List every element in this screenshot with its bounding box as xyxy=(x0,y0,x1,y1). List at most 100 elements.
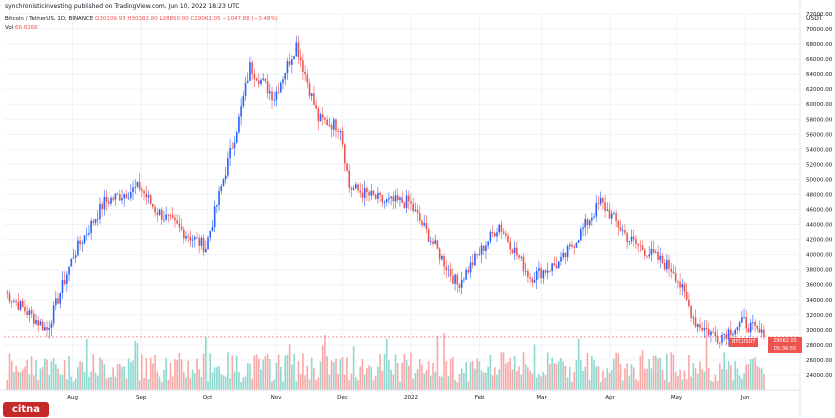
volume-bar xyxy=(502,352,505,390)
candle-body xyxy=(112,197,114,200)
volume-bar xyxy=(302,353,304,390)
candle-body xyxy=(379,192,381,195)
volume-bar xyxy=(61,374,64,390)
volume-bar xyxy=(756,365,759,390)
volume-bar xyxy=(710,380,712,390)
candle-body xyxy=(641,245,644,251)
volume-bar xyxy=(28,374,31,390)
candle-body xyxy=(756,325,759,329)
candle-body xyxy=(182,229,185,239)
price-tick-label: 42000.00 xyxy=(806,238,833,244)
volume-value: 66.826K xyxy=(14,25,38,31)
volume-bar xyxy=(732,380,734,390)
time-axis[interactable]: Aug Sep Oct Nov Dec 2022 Feb Mar Apr May Jun xyxy=(0,389,800,401)
candle-body xyxy=(107,201,110,204)
candle-body xyxy=(85,234,88,236)
volume-bar xyxy=(577,338,580,390)
volume-bar xyxy=(637,381,639,390)
candle-body xyxy=(701,327,703,331)
candle-body xyxy=(685,291,688,300)
volume-bar xyxy=(35,360,37,390)
volume-bar xyxy=(32,375,35,390)
volume-bar xyxy=(57,368,59,390)
candle-body xyxy=(163,219,165,221)
volume-bar xyxy=(41,367,44,390)
volume-bar xyxy=(205,337,207,390)
volume-bar xyxy=(630,364,633,390)
candle-body xyxy=(394,195,397,202)
volume-bar xyxy=(202,353,205,390)
candle-body xyxy=(355,184,357,189)
volume-bar xyxy=(511,369,514,390)
volume-bar xyxy=(359,366,362,390)
candle-body xyxy=(374,194,377,199)
candle-body xyxy=(127,197,130,199)
volume-bar xyxy=(231,355,234,390)
volume-bar xyxy=(414,372,417,390)
candle-body xyxy=(138,181,141,190)
candle-body xyxy=(59,292,62,304)
candle-body xyxy=(549,270,551,272)
candle-body xyxy=(189,237,192,241)
time-tick-label: Jun xyxy=(740,395,750,401)
candle-body xyxy=(679,282,681,288)
candle-body xyxy=(227,157,229,176)
volume-bar xyxy=(703,371,706,390)
candle-body xyxy=(130,191,132,198)
candle-body xyxy=(132,187,134,192)
price-tick-label: 46000.00 xyxy=(806,208,833,214)
candle-body xyxy=(418,213,421,221)
volume-bar xyxy=(50,361,53,390)
price-tick-label: 32000.00 xyxy=(806,313,833,319)
volume-bar xyxy=(66,379,68,390)
candle-body xyxy=(306,74,309,83)
volume-bar xyxy=(180,359,183,390)
volume-bar xyxy=(355,377,357,390)
volume-bar xyxy=(696,373,699,390)
price-tick-label: 70000.00 xyxy=(806,27,833,33)
volume-bar xyxy=(213,367,216,390)
candle-body xyxy=(672,271,675,274)
candle-body xyxy=(17,302,20,310)
candle-body xyxy=(160,209,163,220)
volume-bar xyxy=(189,377,192,390)
candle-body xyxy=(363,188,366,198)
candle-body xyxy=(63,279,66,284)
candle-body xyxy=(361,192,364,198)
price-tick-label: 40000.00 xyxy=(806,253,833,259)
candle-body xyxy=(544,270,547,273)
volume-bar xyxy=(19,372,22,390)
volume-bar xyxy=(718,363,721,390)
volume-bar xyxy=(350,373,353,390)
candle-body xyxy=(337,130,339,132)
volume-bar xyxy=(8,353,11,390)
candle-body xyxy=(696,324,699,327)
candle-body xyxy=(705,328,708,329)
volume-bar xyxy=(493,367,496,390)
candle-body xyxy=(471,262,474,266)
volume-bar xyxy=(621,380,624,390)
candle-body xyxy=(449,269,452,276)
volume-bar xyxy=(377,366,379,390)
volume-bar xyxy=(624,368,626,390)
candle-body xyxy=(502,231,505,234)
time-tick-label: Sep xyxy=(136,395,147,401)
candle-body xyxy=(297,42,300,58)
watermark-logo: citna xyxy=(3,402,49,417)
volume-bar xyxy=(683,370,686,390)
volume-bar xyxy=(70,376,73,390)
volume-bar xyxy=(458,373,461,390)
volume-bar xyxy=(15,366,17,390)
volume-bar xyxy=(138,380,141,390)
volume-bar xyxy=(235,355,238,390)
candle-body xyxy=(145,193,148,198)
volume-bar xyxy=(30,356,33,390)
price-tick-label: 38000.00 xyxy=(806,268,833,274)
volume-bar xyxy=(482,372,485,390)
price-axis[interactable]: 24000.00 26000.00 28000.00 30000.00 32000.00… xyxy=(799,0,833,418)
symbol-title[interactable]: Bitcoin / TetherUS, 1D, BINANCE xyxy=(5,16,94,22)
last-price-value: 29062.05 xyxy=(773,338,797,344)
volume-bar xyxy=(48,375,51,390)
volume-bar xyxy=(352,346,355,390)
